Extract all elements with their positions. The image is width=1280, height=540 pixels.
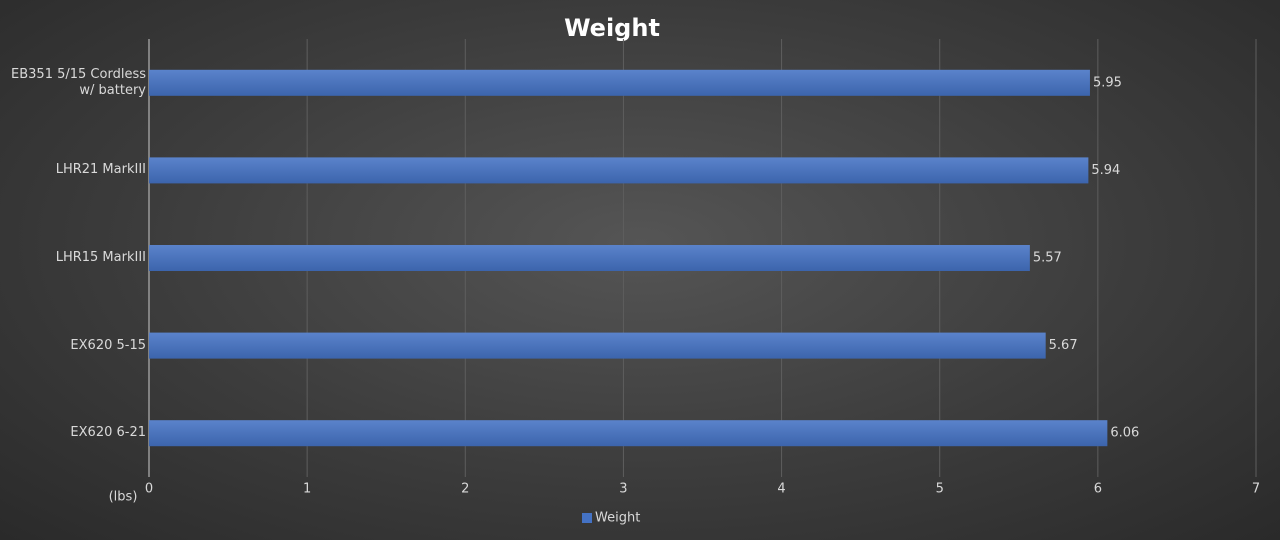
bar (149, 157, 1089, 184)
data-label: 6.06 (1110, 426, 1139, 441)
bar (149, 420, 1108, 447)
y-tick-label: LHR21 MarkIII (55, 162, 146, 178)
x-tick-label: 3 (619, 482, 627, 497)
x-tick-label: 1 (303, 482, 311, 497)
x-tick-label: 7 (1252, 482, 1260, 497)
y-tick-label: EX620 5-15 (70, 337, 146, 353)
data-label: 5.95 (1093, 75, 1122, 90)
legend-swatch (582, 513, 592, 523)
data-label: 5.94 (1091, 163, 1120, 178)
y-tick-label: EX620 6-21 (70, 425, 146, 441)
axis-label: (lbs) (109, 490, 138, 505)
y-tick-label: LHR15 MarkIII (55, 250, 146, 265)
x-tick-label: 2 (461, 482, 469, 497)
data-label: 5.57 (1033, 251, 1062, 266)
bar (149, 332, 1046, 359)
data-label: 5.67 (1049, 338, 1078, 353)
y-tick-label: EB351 5/15 Cordless w/ battery (11, 66, 146, 98)
x-tick-label: 4 (777, 482, 785, 497)
x-tick-label: 0 (145, 482, 153, 497)
x-tick-label: 6 (1094, 482, 1102, 497)
bar (149, 245, 1030, 271)
legend-label: Weight (595, 511, 640, 526)
bar (149, 69, 1090, 96)
x-tick-label: 5 (936, 482, 944, 497)
chart-title: Weight (564, 14, 660, 42)
